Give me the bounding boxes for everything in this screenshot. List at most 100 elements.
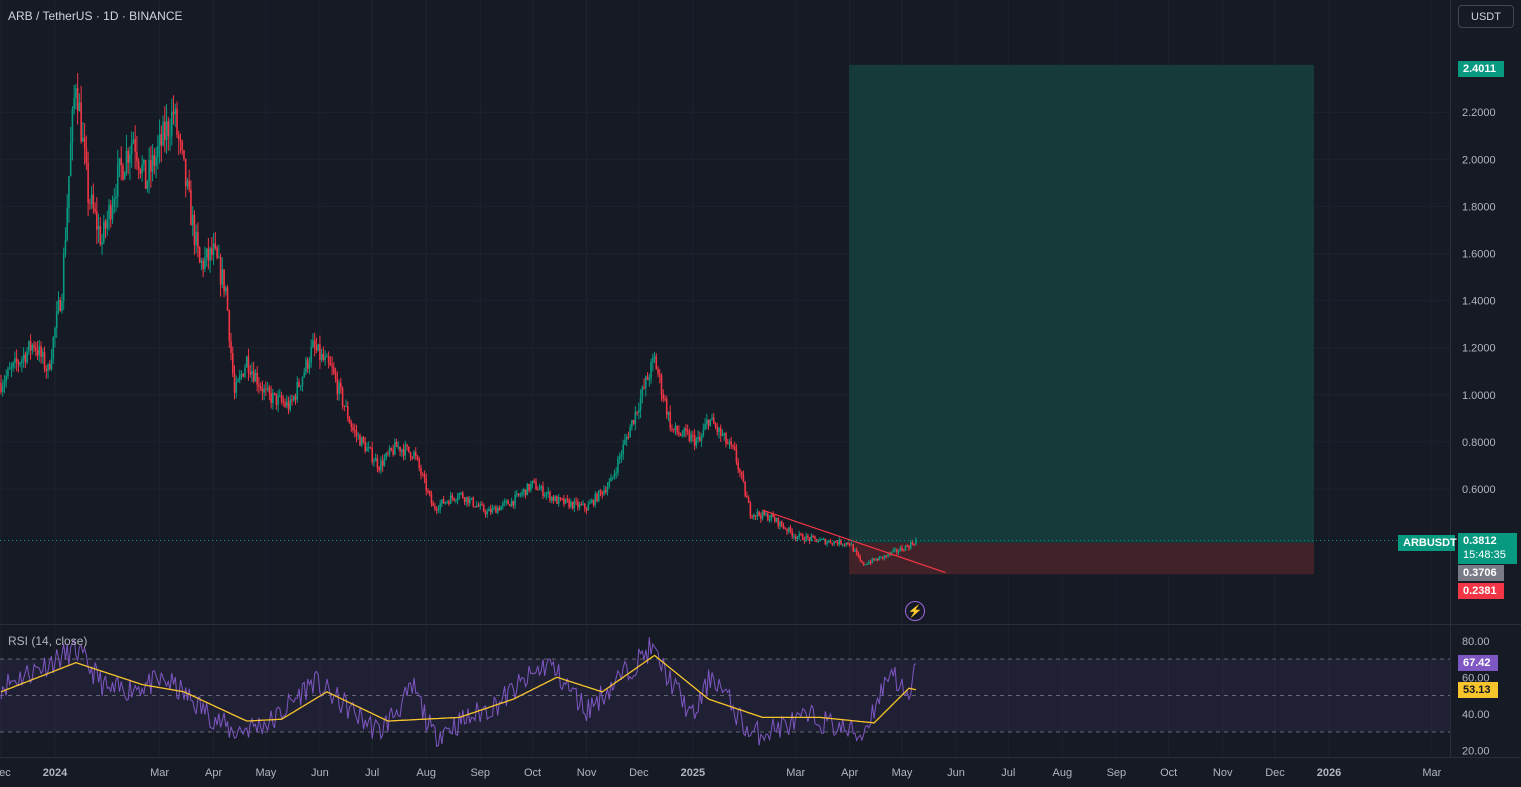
candle-body [596, 493, 598, 502]
candle-body [533, 480, 536, 482]
candle-body [115, 196, 117, 199]
candle-body [902, 550, 905, 552]
candle-body [289, 399, 292, 410]
candle-body [864, 564, 867, 566]
candle-body [259, 386, 262, 389]
candle-body [683, 428, 685, 436]
candle-body [751, 516, 753, 518]
candle-body [712, 417, 715, 425]
candle-body [878, 556, 881, 561]
candle-body [61, 301, 63, 311]
stop-price-badge: 0.2381 [1458, 583, 1504, 599]
candle-body [130, 143, 133, 155]
candle-body [96, 211, 98, 230]
candle-body [99, 226, 102, 245]
candle-body [685, 428, 687, 431]
candle-body [418, 459, 421, 468]
candle-body [739, 469, 741, 473]
candle-body [163, 121, 166, 140]
candle-body [223, 269, 225, 292]
candle-body [690, 434, 692, 441]
candle-body [641, 386, 644, 398]
candle-body [855, 549, 858, 554]
candle-body [559, 497, 562, 499]
candle-body [397, 446, 400, 448]
candles [0, 73, 917, 566]
candle-body [407, 446, 410, 452]
candle-body [421, 474, 424, 476]
candle-body [798, 533, 800, 537]
candle-body [106, 219, 109, 229]
candle-body [603, 490, 605, 495]
candle-body [195, 232, 197, 245]
candle-body [148, 160, 150, 182]
candle-body [714, 424, 717, 427]
candle-body [495, 507, 497, 513]
candle-body [280, 395, 283, 402]
candle-body [767, 513, 769, 521]
rsi-ma-line [0, 654, 917, 724]
candle-body [730, 441, 733, 446]
time-tick-label: Mar [150, 767, 169, 779]
candle-body [636, 411, 638, 413]
candle-body [59, 300, 62, 311]
candle-body [854, 549, 856, 552]
candle-body [75, 87, 77, 98]
candle-body [312, 340, 314, 348]
candle-body [116, 164, 119, 197]
candle-body [608, 481, 611, 487]
candle-body [299, 385, 302, 387]
candle-body [613, 473, 616, 477]
candle-body [292, 396, 295, 401]
candle-body [589, 502, 591, 505]
candle-body [904, 545, 907, 551]
lightning-icon[interactable]: ⚡ [905, 601, 925, 621]
candle-body [31, 344, 34, 351]
candle-body [265, 388, 267, 390]
candle-body [104, 221, 107, 229]
candle-body [327, 356, 330, 363]
candle-body [231, 353, 234, 374]
candle-body [214, 243, 217, 248]
candle-body [829, 540, 832, 544]
candle-body [7, 368, 9, 376]
candle-body [611, 476, 614, 478]
candle-body [566, 498, 569, 500]
candle-body [503, 501, 506, 504]
candle-body [599, 490, 602, 492]
currency-button[interactable]: USDT [1458, 5, 1514, 28]
candle-body [420, 467, 422, 475]
candle-body [594, 493, 597, 505]
candle-body [21, 359, 23, 364]
candle-body [127, 150, 129, 163]
candle-body [857, 553, 860, 557]
candle-body [224, 287, 227, 292]
rsi-tick-label: 40.00 [1462, 709, 1490, 721]
candle-body [462, 492, 464, 498]
candle-body [474, 506, 476, 508]
price-tick-label: 1.2000 [1462, 343, 1496, 355]
candle-body [726, 443, 729, 445]
candle-body [890, 551, 893, 555]
candle-body [92, 194, 95, 209]
rsi-indicator-label[interactable]: RSI (14, close) [8, 634, 88, 648]
candle-body [153, 155, 156, 166]
candle-body [545, 493, 548, 495]
candle-body [350, 423, 353, 428]
candle-body [409, 451, 412, 458]
candle-body [681, 435, 684, 437]
candle-body [538, 488, 541, 490]
candle-body [87, 163, 89, 203]
candle-body [394, 442, 396, 455]
candle-body [404, 445, 407, 456]
candle-body [629, 427, 631, 438]
candle-body [821, 539, 823, 541]
candle-body [517, 493, 520, 496]
candle-body [648, 378, 651, 380]
candle-body [833, 541, 835, 545]
candle-body [866, 564, 868, 566]
candle-body [413, 451, 415, 458]
candle-body [26, 351, 28, 363]
candle-body [634, 411, 637, 424]
